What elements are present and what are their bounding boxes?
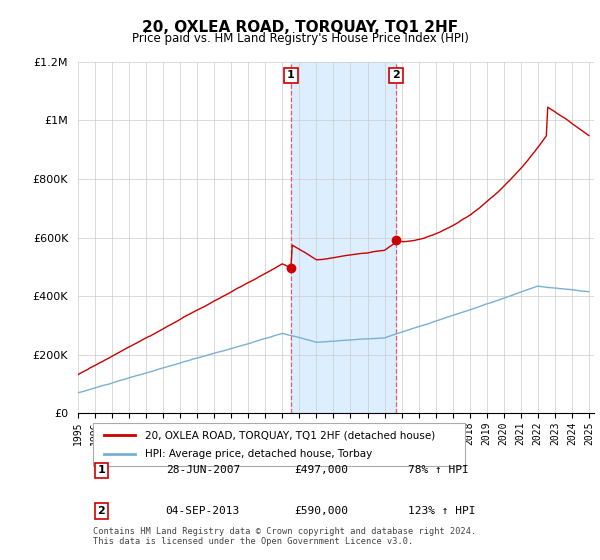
Text: Contains HM Land Registry data © Crown copyright and database right 2024.
This d: Contains HM Land Registry data © Crown c… bbox=[94, 527, 477, 546]
Text: 28-JUN-2007: 28-JUN-2007 bbox=[166, 465, 240, 475]
Text: 20, OXLEA ROAD, TORQUAY, TQ1 2HF (detached house): 20, OXLEA ROAD, TORQUAY, TQ1 2HF (detach… bbox=[145, 430, 436, 440]
Text: 78% ↑ HPI: 78% ↑ HPI bbox=[408, 465, 469, 475]
Text: 04-SEP-2013: 04-SEP-2013 bbox=[166, 506, 240, 516]
Text: 2: 2 bbox=[97, 506, 105, 516]
Bar bbox=[291, 62, 396, 413]
Text: 1: 1 bbox=[97, 465, 105, 475]
FancyBboxPatch shape bbox=[94, 423, 465, 466]
Text: 20, OXLEA ROAD, TORQUAY, TQ1 2HF: 20, OXLEA ROAD, TORQUAY, TQ1 2HF bbox=[142, 20, 458, 35]
Text: 123% ↑ HPI: 123% ↑ HPI bbox=[408, 506, 476, 516]
Text: 1: 1 bbox=[287, 71, 295, 81]
Text: £497,000: £497,000 bbox=[295, 465, 349, 475]
Text: 2: 2 bbox=[392, 71, 400, 81]
Text: £590,000: £590,000 bbox=[295, 506, 349, 516]
Text: Price paid vs. HM Land Registry's House Price Index (HPI): Price paid vs. HM Land Registry's House … bbox=[131, 32, 469, 45]
Text: HPI: Average price, detached house, Torbay: HPI: Average price, detached house, Torb… bbox=[145, 449, 373, 459]
